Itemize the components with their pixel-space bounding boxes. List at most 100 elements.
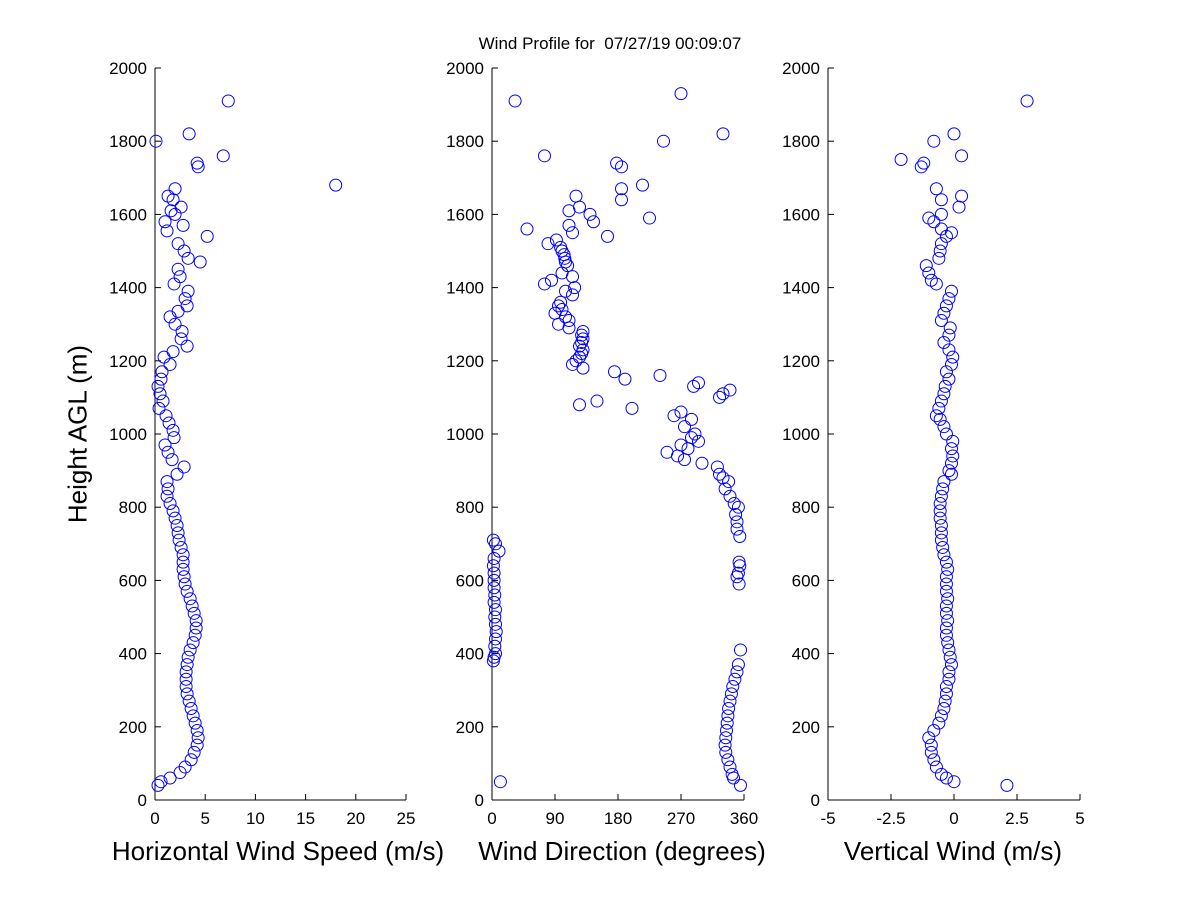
data-point: [730, 665, 744, 679]
data-point: [569, 189, 583, 203]
data-point: [154, 775, 168, 789]
data-point: [493, 775, 507, 789]
data-point: [180, 687, 194, 701]
y-tick-label: 400: [792, 645, 820, 664]
data-point: [939, 570, 953, 584]
data-point: [725, 767, 739, 781]
y-tick-label: 1200: [782, 352, 820, 371]
data-point: [944, 226, 958, 240]
data-point: [175, 325, 189, 339]
data-point: [181, 650, 195, 664]
data-point: [587, 215, 600, 229]
y-tick-label: 2000: [782, 59, 820, 78]
data-point: [723, 489, 737, 503]
data-point: [1020, 94, 1034, 108]
data-point: [180, 658, 194, 672]
data-point: [153, 387, 167, 401]
data-point: [933, 504, 947, 518]
data-point: [157, 350, 171, 364]
data-point: [221, 94, 235, 108]
data-point: [200, 229, 214, 243]
data-point: [566, 288, 579, 302]
data-point: [927, 134, 941, 148]
data-point: [927, 723, 941, 737]
data-point: [170, 519, 184, 532]
data-point: [167, 431, 181, 445]
y-tick-label: 2000: [109, 59, 147, 78]
data-point: [942, 372, 956, 386]
data-point: [193, 255, 207, 269]
data-point: [583, 207, 597, 221]
data-point: [681, 442, 695, 456]
data-point: [939, 427, 953, 441]
data-point: [643, 211, 656, 225]
data-point: [721, 709, 735, 723]
data-point: [183, 592, 197, 606]
data-point: [186, 636, 200, 650]
data-point: [937, 387, 951, 401]
y-tick-label: 1600: [446, 205, 484, 224]
data-point: [166, 345, 180, 359]
data-point: [487, 566, 501, 580]
data-point: [732, 577, 746, 591]
data-point: [944, 467, 958, 481]
data-point: [724, 687, 738, 701]
data-point: [939, 299, 953, 313]
data-point: [937, 336, 951, 349]
data-point: [919, 259, 933, 273]
data-point: [488, 639, 502, 653]
data-point: [955, 149, 969, 163]
data-point: [939, 628, 953, 642]
data-point: [174, 540, 188, 554]
data-point: [937, 702, 951, 715]
data-point: [190, 738, 204, 752]
data-point: [727, 497, 741, 511]
y-tick-label: 1800: [446, 132, 484, 151]
data-point: [917, 156, 931, 170]
data-point: [573, 200, 586, 214]
data-point: [934, 314, 948, 328]
data-point: [487, 573, 501, 587]
data-point: [728, 672, 742, 686]
data-point: [955, 189, 969, 203]
y-axis-label: Height AGL (m): [62, 344, 93, 524]
data-point: [939, 599, 953, 613]
data-point: [184, 702, 198, 715]
y-tick-label: 1000: [782, 425, 820, 444]
data-point: [163, 357, 177, 371]
data-point: [172, 533, 186, 547]
y-tick-label: 400: [456, 645, 484, 664]
data-point: [943, 321, 957, 335]
data-point: [166, 504, 180, 518]
data-point: [576, 343, 590, 357]
data-point: [734, 643, 747, 657]
data-point: [559, 284, 572, 298]
data-point: [549, 233, 563, 247]
data-point: [733, 529, 747, 543]
data-point: [187, 606, 201, 620]
data-point: [934, 526, 948, 540]
data-point: [168, 511, 182, 525]
data-point: [719, 745, 733, 759]
data-point: [168, 182, 182, 196]
y-tick-label: 1800: [782, 132, 820, 151]
data-point: [562, 314, 576, 328]
data-point: [566, 357, 579, 371]
x-tick-label: 5: [1075, 809, 1084, 828]
data-point: [937, 548, 951, 562]
data-point: [182, 694, 196, 708]
data-point: [156, 394, 170, 408]
data-point: [573, 350, 586, 364]
data-point: [934, 489, 948, 503]
data-point: [189, 621, 203, 635]
data-point: [720, 723, 733, 737]
data-point: [185, 599, 199, 613]
data-point: [168, 317, 182, 331]
data-point: [181, 251, 195, 265]
data-point: [936, 482, 950, 496]
data-point: [713, 390, 726, 404]
data-point: [929, 182, 943, 196]
data-point: [545, 273, 558, 287]
data-point: [922, 731, 936, 745]
data-point: [161, 189, 175, 203]
